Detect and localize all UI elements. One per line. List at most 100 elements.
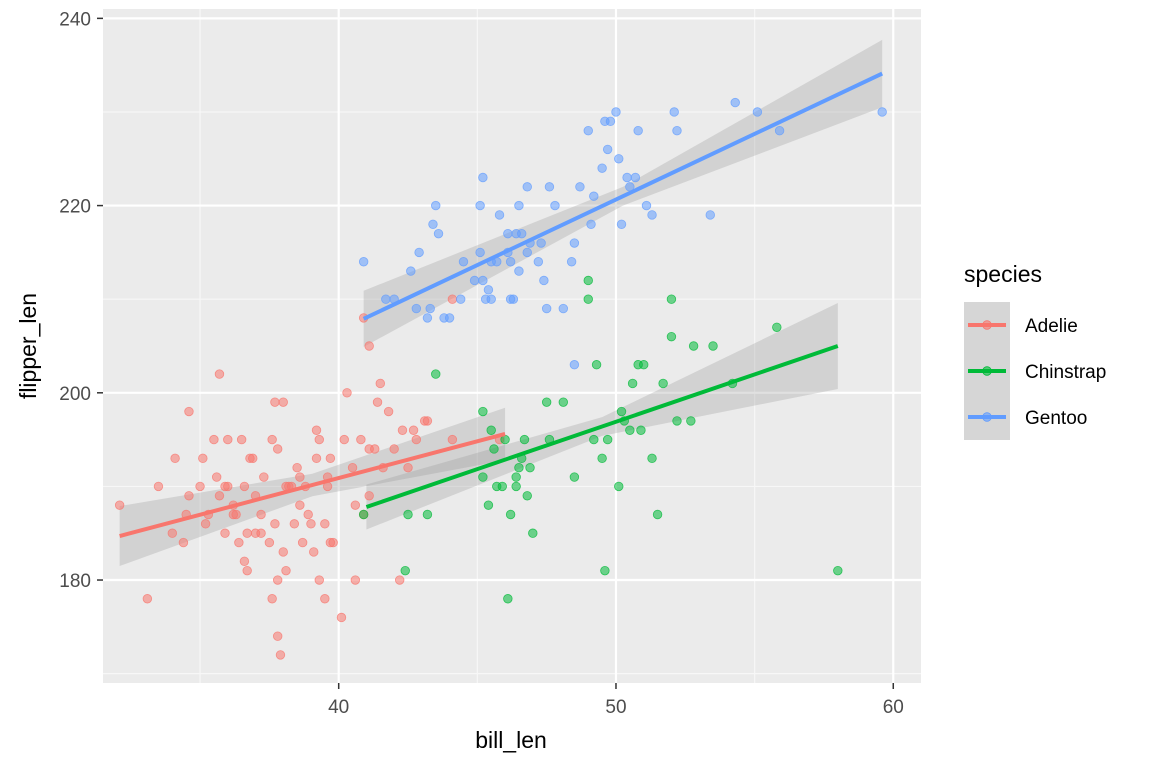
data-point [170,453,180,464]
y-axis: 180 200 220 240 [59,9,103,592]
data-point [364,491,374,501]
x-axis: 40 50 60 [328,683,904,718]
legend-key-point [982,320,992,330]
data-point [494,210,505,220]
data-point [311,425,322,435]
data-point [297,537,308,548]
legend-title: species [964,261,1042,287]
data-point [647,453,657,464]
data-point [605,116,616,127]
data-point [231,509,241,520]
data-point [281,565,291,576]
data-point [541,303,552,314]
data-point [672,416,682,426]
data-point [569,472,580,482]
data-point [422,313,433,323]
y-tick-label: 200 [59,384,91,405]
data-point [259,472,269,482]
y-tick-label: 220 [59,197,91,218]
data-point [483,500,494,510]
data-point [400,565,410,576]
data-point [672,125,682,136]
data-point [403,509,413,520]
data-point [350,500,361,510]
data-point [383,406,394,417]
data-point [142,594,153,604]
legend-key-gentoo [964,394,1010,440]
data-point [358,509,369,520]
data-point [370,444,380,454]
legend-key-point [982,412,992,422]
data-point [381,294,391,304]
x-axis-title: bill_len [475,727,547,753]
data-point [195,481,205,492]
data-point [486,425,496,435]
data-point [569,360,580,370]
data-point [611,107,621,117]
data-point [658,378,668,389]
data-point [478,172,488,183]
data-point [248,453,258,464]
data-point [458,257,469,267]
data-point [422,416,433,426]
data-point [214,491,225,501]
legend-key-point [982,366,992,376]
data-point [270,397,280,407]
data-point [602,434,613,445]
data-point [267,594,277,604]
data-point [630,172,641,183]
data-point [267,434,277,445]
data-point [669,107,679,117]
regression-line-gentoo [362,71,884,321]
data-point [153,481,164,492]
data-point [705,210,715,220]
data-point [339,434,349,445]
data-point [514,462,524,473]
data-point [508,294,519,304]
data-point [342,388,352,398]
data-point [209,434,219,445]
x-tick-label: 50 [605,697,626,718]
data-point [220,528,230,538]
points-adelie [114,294,505,660]
data-point [289,519,300,529]
data-point [511,481,521,492]
data-point [428,219,438,230]
data-point [389,444,399,454]
data-point [566,257,577,267]
data-point [414,247,424,258]
data-point [730,97,740,108]
data-point [641,200,652,211]
data-point [295,472,305,482]
data-point [469,275,480,286]
data-point [591,360,602,370]
data-point [303,509,313,520]
data-point [541,397,552,407]
data-point [328,537,338,548]
data-point [320,519,330,529]
data-point [647,210,657,220]
data-point [347,462,358,473]
data-point [372,397,383,407]
data-point [239,556,250,567]
data-point [256,528,266,538]
data-point [833,565,843,576]
data-point [586,219,596,230]
data-point [519,434,530,445]
data-point [686,416,696,426]
data-point [278,547,288,557]
data-point [666,331,677,342]
data-point [223,481,233,492]
data-point [309,547,319,557]
legend-key-adelie [964,302,1010,348]
data-point [708,341,718,351]
data-point [422,509,433,520]
data-point [511,472,521,482]
data-point [256,509,266,520]
data-point [320,594,330,604]
data-point [877,107,887,117]
data-point [475,200,485,211]
legend-label-gentoo: Gentoo [1025,408,1087,429]
data-point [652,509,663,520]
data-point [447,294,458,304]
